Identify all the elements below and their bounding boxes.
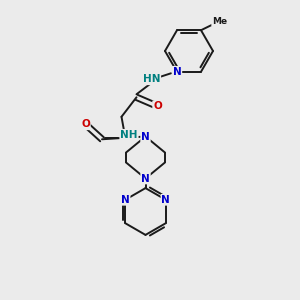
Text: N: N <box>172 67 182 77</box>
Text: N: N <box>141 131 150 142</box>
Text: N: N <box>141 173 150 184</box>
Text: N: N <box>161 195 170 205</box>
Text: O: O <box>153 101 162 111</box>
Text: N: N <box>121 195 130 205</box>
Text: Me: Me <box>212 17 227 26</box>
Text: NH: NH <box>120 130 138 140</box>
Text: O: O <box>81 119 90 129</box>
Text: HN: HN <box>143 74 160 84</box>
